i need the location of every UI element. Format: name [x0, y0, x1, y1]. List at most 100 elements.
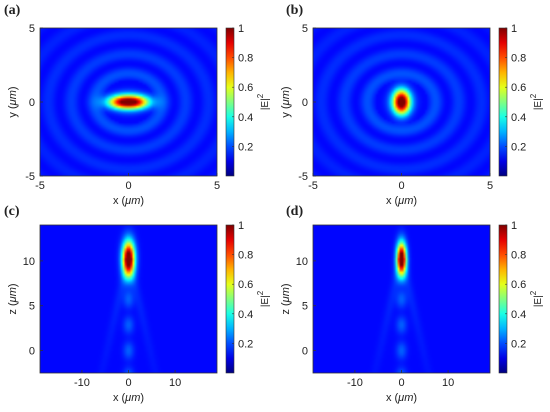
y-tick-label: 0 — [29, 346, 35, 358]
colorbar — [225, 224, 235, 374]
colorbar-tick-label: 0.4 — [511, 309, 526, 321]
colorbar-tick-label: 0.2 — [511, 338, 526, 350]
y-axis-label-suffix: ) — [7, 283, 19, 287]
x-tick-label: -10 — [347, 377, 363, 389]
y-tick-label: -5 — [298, 171, 308, 183]
y-tick-label: 0 — [302, 346, 308, 358]
x-tick-label: 5 — [214, 180, 220, 192]
colorbar-label: |E|2 — [256, 290, 271, 307]
x-axis-label-prefix: x ( — [113, 392, 126, 404]
x-axis-label: x (μm) — [386, 195, 417, 207]
x-axis-label-suffix: ) — [413, 392, 417, 404]
x-axis-label: x (μm) — [386, 392, 417, 404]
y-axis-label-prefix: z ( — [280, 302, 292, 315]
colorbar-tick-label: 0.4 — [238, 112, 253, 124]
panel-label: (a) — [4, 3, 21, 18]
y-axis-label-unit: μm — [7, 90, 19, 106]
colorbar — [498, 224, 508, 374]
x-axis-label-suffix: ) — [140, 195, 144, 207]
colorbar-label-exponent: 2 — [256, 290, 265, 295]
colorbar-tick-label: 0.4 — [238, 309, 253, 321]
y-axis-label-prefix: y ( — [7, 105, 19, 118]
x-axis-label: x (μm) — [113, 195, 144, 207]
y-axis-label: z (μm) — [7, 283, 19, 314]
y-axis-label-prefix: z ( — [7, 302, 19, 315]
x-tick-label: -5 — [308, 180, 318, 192]
colorbar-tick-label: 0.6 — [238, 82, 253, 94]
colorbar-tick-label: 0.2 — [238, 338, 253, 350]
x-axis-label-prefix: x ( — [386, 195, 399, 207]
colorbar-label-base: |E| — [533, 295, 544, 307]
colorbar-tick-label: 0.8 — [511, 250, 526, 262]
panel-label: (b) — [286, 3, 303, 18]
x-axis-label-unit: μm — [397, 195, 413, 207]
y-axis-label: z (μm) — [280, 283, 292, 314]
colorbar-tick-label: 1 — [238, 23, 244, 35]
x-axis-label-unit: μm — [124, 392, 140, 404]
y-tick-label: -5 — [25, 171, 35, 183]
x-tick-label: 0 — [125, 180, 131, 192]
x-axis-label: x (μm) — [113, 392, 144, 404]
y-axis-label-unit: μm — [280, 90, 292, 106]
colorbar-tick-label: 1 — [238, 220, 244, 232]
y-tick-label: 10 — [23, 256, 35, 268]
colorbar-tick-label: 1 — [511, 220, 517, 232]
x-tick-label: 0 — [125, 377, 131, 389]
colorbar-label-exponent: 2 — [529, 290, 538, 295]
field-intensity-map — [40, 28, 217, 176]
x-axis-label-prefix: x ( — [386, 392, 399, 404]
y-axis-label-unit: μm — [280, 287, 292, 303]
x-tick-label: 5 — [487, 180, 493, 192]
colorbar-tick-label: 0.8 — [238, 53, 253, 65]
colorbar-tick-label: 0.6 — [511, 82, 526, 94]
y-axis-label: y (μm) — [280, 86, 292, 117]
x-tick-label: -5 — [35, 180, 45, 192]
colorbar-tick-label: 1 — [511, 23, 517, 35]
colorbar-label: |E|2 — [529, 290, 544, 307]
colorbar-label-base: |E| — [533, 98, 544, 110]
colorbar-tick-label: 0.8 — [511, 53, 526, 65]
field-intensity-map — [313, 28, 490, 176]
y-axis-label-suffix: ) — [7, 86, 19, 90]
panel-label: (d) — [286, 204, 303, 219]
colorbar-label: |E|2 — [256, 93, 271, 110]
x-tick-label: 0 — [398, 180, 404, 192]
colorbar-label-exponent: 2 — [256, 93, 265, 98]
panel-label: (c) — [4, 204, 20, 219]
y-tick-label: 0 — [29, 97, 35, 109]
y-axis-label-suffix: ) — [280, 283, 292, 287]
y-axis-label-unit: μm — [7, 287, 19, 303]
y-axis-label: y (μm) — [7, 86, 19, 117]
x-tick-label: 0 — [398, 377, 404, 389]
x-tick-label: -10 — [74, 377, 90, 389]
x-tick-label: 10 — [169, 377, 181, 389]
colorbar-tick-label: 0.8 — [238, 250, 253, 262]
y-axis-label-prefix: y ( — [280, 105, 292, 118]
x-axis-label-prefix: x ( — [113, 195, 126, 207]
colorbar — [225, 27, 235, 177]
x-axis-label-suffix: ) — [413, 195, 417, 207]
y-tick-label: 10 — [296, 256, 308, 268]
colorbar-tick-label: 0.2 — [238, 141, 253, 153]
y-tick-label: 5 — [302, 23, 308, 35]
field-intensity-map — [313, 225, 490, 373]
x-tick-label: 10 — [442, 377, 454, 389]
y-tick-label: 5 — [29, 301, 35, 313]
colorbar-label-exponent: 2 — [529, 93, 538, 98]
y-tick-label: 5 — [302, 301, 308, 313]
field-intensity-map — [40, 225, 217, 373]
colorbar-label: |E|2 — [529, 93, 544, 110]
colorbar-tick-label: 0.4 — [511, 112, 526, 124]
colorbar-tick-label: 0.6 — [238, 279, 253, 291]
colorbar-label-base: |E| — [260, 98, 271, 110]
x-axis-label-unit: μm — [397, 392, 413, 404]
x-axis-label-suffix: ) — [140, 392, 144, 404]
y-tick-label: 0 — [302, 97, 308, 109]
colorbar — [498, 27, 508, 177]
y-axis-label-suffix: ) — [280, 86, 292, 90]
